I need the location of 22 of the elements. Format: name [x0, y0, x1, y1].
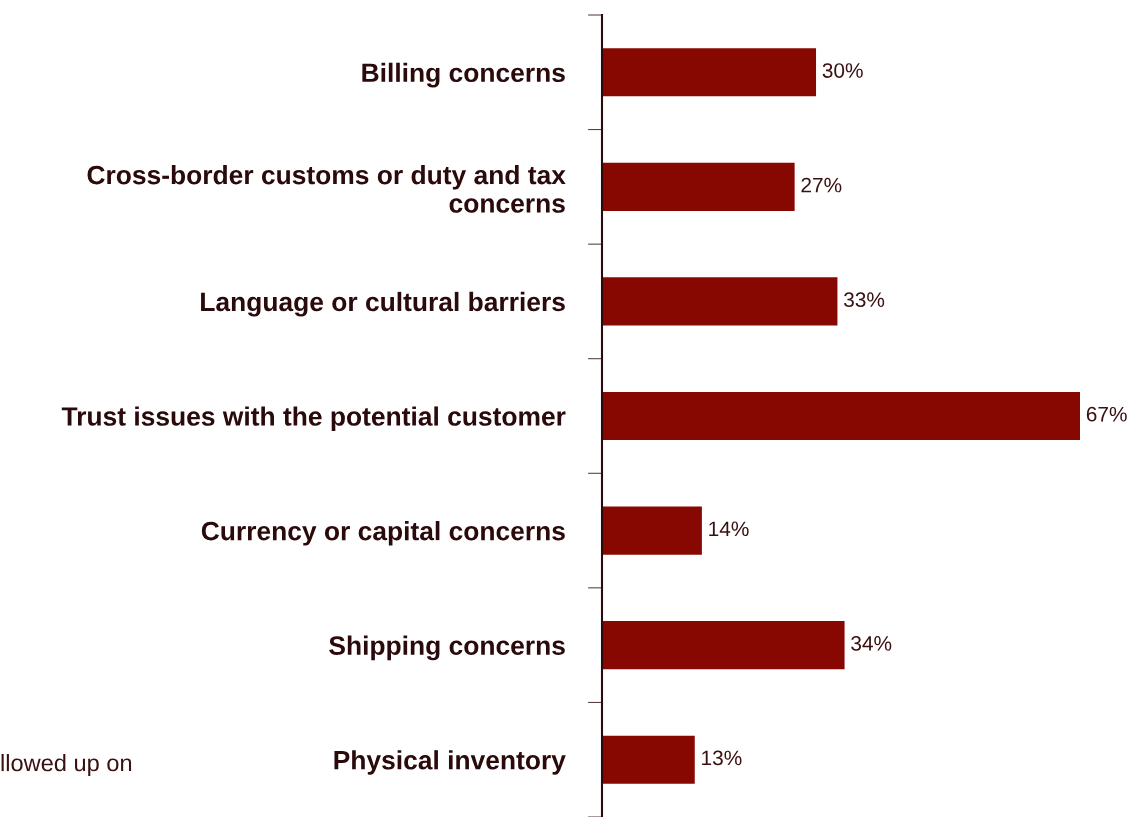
- y-tick-label: Language or cultural barriers: [201, 291, 565, 317]
- bar: [602, 735, 695, 784]
- bar: [602, 277, 838, 326]
- data-label: 14%: [709, 521, 749, 537]
- y-tick-label: Cross-border customs or duty and tax concerns: [87, 165, 566, 213]
- data-label: 13%: [702, 750, 742, 766]
- bar: [602, 621, 845, 670]
- data-label: 27%: [801, 177, 842, 193]
- bar: [602, 391, 1080, 441]
- bar: [602, 162, 795, 211]
- text: llowed up on: [1, 753, 132, 777]
- bar: [602, 48, 817, 97]
- y-tick-label: Currency or capital concerns: [201, 521, 565, 546]
- bar: [602, 506, 702, 555]
- data-label: 33%: [844, 292, 885, 308]
- y-tick-label: Trust issues with the potential customer: [61, 406, 566, 432]
- data-label: 30%: [822, 63, 863, 78]
- y-tick-label: Billing concerns: [362, 62, 565, 88]
- y-tick-label: Shipping concerns: [329, 635, 565, 661]
- data-label: 67%: [1086, 406, 1127, 422]
- y-tick-label: Physical inventory: [334, 750, 566, 775]
- data-label: 34%: [851, 635, 892, 651]
